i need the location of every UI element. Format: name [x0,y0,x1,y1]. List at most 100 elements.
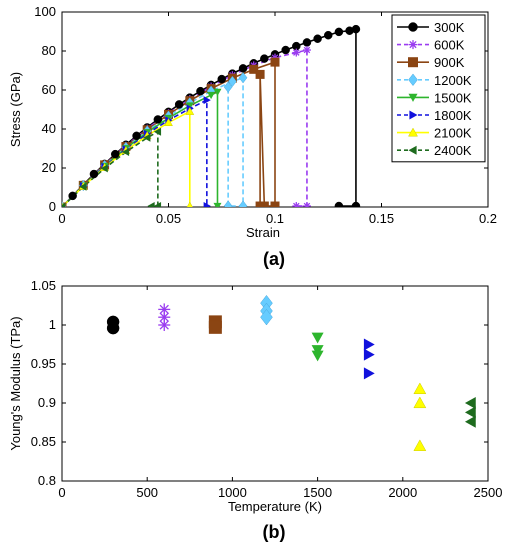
y-tick-label-b: 0.95 [31,356,56,371]
point-1800K [363,367,375,380]
point-1500K [311,332,324,344]
point-300K [260,54,269,63]
star-stroke [293,49,300,56]
point-300K [302,38,312,47]
x-tick-label-a: 0.2 [479,211,497,226]
point-600K [302,46,311,55]
legend-label: 1200K [434,73,472,88]
point-2100K [413,439,427,451]
point-1200K [238,72,248,84]
point-1800K [203,96,211,105]
legend-label: 300K [434,20,465,35]
point-900K [249,64,259,74]
x-tick-label-a: 0 [58,211,65,226]
y-tick-label-a: 80 [42,43,56,58]
y-tick-label-a: 100 [34,4,56,19]
y-tick-label-b: 0.9 [38,395,56,410]
point-300K [351,201,361,207]
y-axis-label-b: Young's Modulus (TPa) [8,316,23,450]
legend-marker [408,127,418,137]
point-2400K [464,397,476,409]
point-2100K [413,396,427,409]
legend-label: 600K [434,38,465,53]
y-tick-label-a: 40 [42,121,56,136]
legend-item-2100K: 2100K [397,126,472,141]
point-2400K [147,202,155,207]
point-1200K [238,200,248,207]
point-2400K [121,148,130,157]
point-2400K [62,203,66,207]
point-300K [153,115,163,124]
star-stroke [303,46,311,54]
legend-label: 1500K [434,90,472,105]
x-axis-label-a: Strain [246,225,280,240]
legend-label: 2400K [434,143,472,158]
panel-a: 0 0.05 0.1 0.15 0.2 0 20 40 60 80 100 Strain Stress … [8,4,497,269]
point-300K [281,45,290,55]
point-600K [292,202,301,207]
point-1200K [260,308,273,326]
legend-marker [408,145,417,155]
legend-label: 1800K [434,108,472,123]
panel-label-a: (a) [263,249,285,269]
plot-area-b [61,285,489,482]
point-900K [270,201,280,207]
point-1500K [311,350,324,362]
y-tick-label-a: 20 [42,160,56,175]
point-1200K [228,75,237,88]
point-600K [158,319,171,331]
star-stroke [409,40,417,49]
point-1500K [213,202,222,207]
legend-marker [409,110,418,120]
point-1200K [223,200,233,207]
y-tick-label-a: 60 [42,82,56,97]
legend-marker [408,73,418,87]
point-900K [255,69,265,79]
point-2400K [153,202,162,207]
point-2400K [100,164,108,173]
point-300K [334,201,344,207]
y-tick-label-b: 0.8 [38,473,56,488]
legend-item-300K: 300K [397,20,465,35]
star-stroke [159,320,169,330]
legend-item-900K: 900K [397,55,465,70]
point-300K [68,191,77,201]
legend-item-2400K: 2400K [397,143,472,158]
legend-item-1500K: 1500K [397,90,472,105]
point-2400K [79,182,87,191]
x-tick-label-b: 500 [136,485,158,500]
x-tick-label-b: 1500 [303,485,332,500]
point-1800K [203,202,211,207]
point-600K [292,48,301,57]
x-tick-label-a: 0.05 [156,211,181,226]
point-300K [111,149,120,159]
point-600K [302,202,311,207]
point-2400K [153,127,162,136]
panel-b: 0 500 1000 1500 2000 2500 0.8 0.85 0.9 0.95 1 1.05 T… [8,278,502,542]
point-1500K [185,102,194,110]
point-1500K [311,345,324,356]
point-300K [334,27,344,37]
point-1500K [213,88,222,96]
x-axis-label-b: Temperature (K) [228,499,322,514]
point-2400K [464,415,476,428]
y-tick-label-b: 0.85 [31,434,56,449]
point-300K [132,131,141,141]
legend-marker [408,57,418,68]
legend-item-1800K: 1800K [397,108,472,123]
panel-label-b: (b) [263,522,286,542]
legend-a: 300K 600K 900K 1200K 1500K 1800K 2100K 2400K [391,14,486,163]
point-300K [238,64,248,73]
points-group-b [106,294,476,451]
point-300K [89,169,99,179]
point-2100K [185,106,195,115]
legend-item-600K: 600K [397,38,465,53]
x-tick-label-b: 2000 [388,485,417,500]
point-1200K [223,81,233,93]
legend-label: 900K [434,55,465,70]
point-600K [158,303,171,316]
point-2400K [464,406,476,419]
x-tick-label-b: 0 [58,485,65,500]
point-300K [196,86,205,96]
